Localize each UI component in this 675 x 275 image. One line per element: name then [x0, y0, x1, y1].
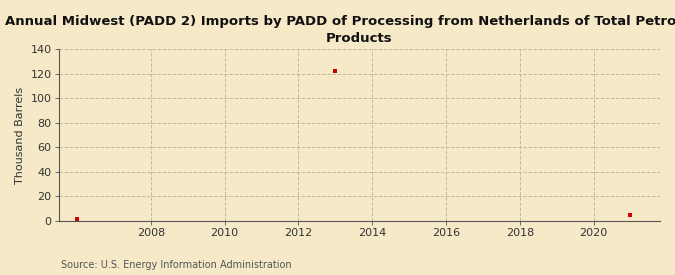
Y-axis label: Thousand Barrels: Thousand Barrels: [15, 86, 25, 184]
Text: Source: U.S. Energy Information Administration: Source: U.S. Energy Information Administ…: [61, 260, 292, 270]
Title: Annual Midwest (PADD 2) Imports by PADD of Processing from Netherlands of Total : Annual Midwest (PADD 2) Imports by PADD …: [5, 15, 675, 45]
